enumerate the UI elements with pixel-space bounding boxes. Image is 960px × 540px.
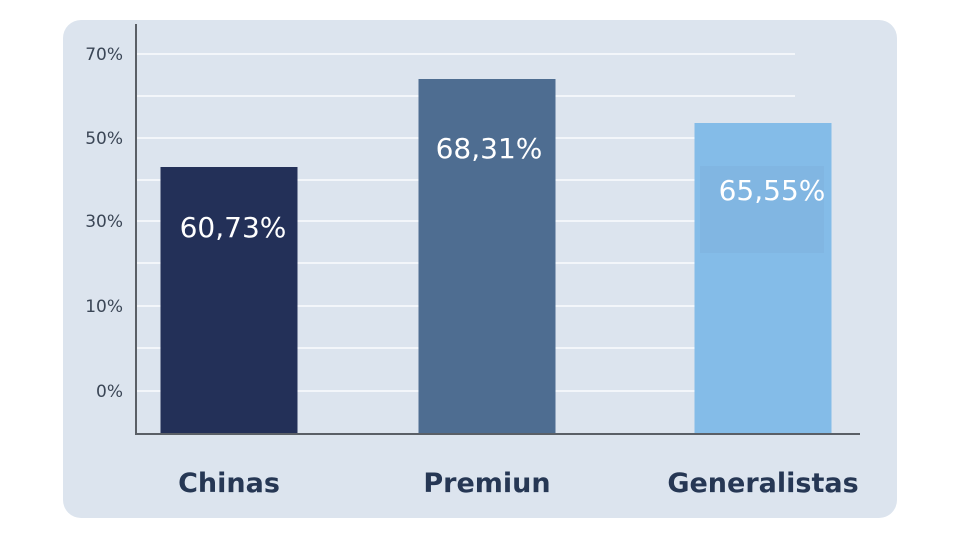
data-label: 68,31% (436, 132, 543, 165)
category-labels: Chinas Premiun Generalistas (178, 468, 859, 499)
category-label: Generalistas (667, 468, 858, 499)
y-tick-label: 0% (96, 382, 123, 402)
y-tick-label: 70% (85, 45, 123, 65)
category-label: Chinas (178, 468, 280, 499)
category-label: Premiun (423, 468, 550, 499)
bars (160, 79, 832, 434)
y-axis-ticks: 70% 50% 30% 10% 0% (85, 45, 123, 402)
bar-highlight (700, 166, 824, 253)
bar-premiun (418, 79, 556, 434)
y-tick-label: 30% (85, 212, 123, 232)
y-tick-label: 50% (85, 129, 123, 149)
data-labels: 60,73% 68,31% 65,55% (180, 132, 826, 244)
data-label: 60,73% (180, 211, 287, 244)
y-tick-label: 10% (85, 297, 123, 317)
data-label: 65,55% (719, 174, 826, 207)
bar-chinas (160, 167, 298, 434)
